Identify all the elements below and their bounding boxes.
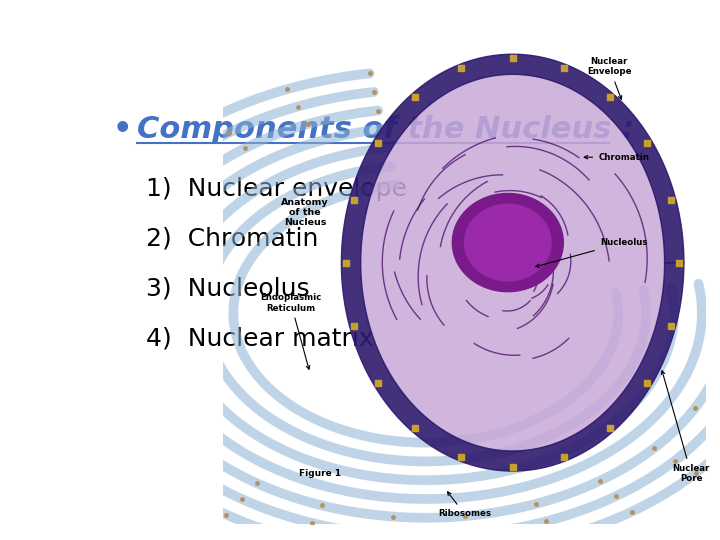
Polygon shape	[464, 204, 551, 281]
Text: 2)  Chromatin: 2) Chromatin	[145, 227, 318, 251]
Text: Endoplasmic
Reticulum: Endoplasmic Reticulum	[260, 293, 321, 369]
Text: •: •	[112, 114, 132, 144]
Text: Nucleolus: Nucleolus	[536, 238, 647, 267]
Text: 3)  Nucleolus: 3) Nucleolus	[145, 277, 310, 301]
Text: Chromatin: Chromatin	[584, 153, 649, 161]
Text: Nuclear
Pore: Nuclear Pore	[662, 371, 710, 483]
Text: Nuclear
Envelope: Nuclear Envelope	[587, 57, 631, 99]
Text: Ribosomes: Ribosomes	[438, 492, 491, 518]
Text: 4)  Nuclear matrix: 4) Nuclear matrix	[145, 327, 374, 351]
Polygon shape	[452, 193, 563, 292]
Polygon shape	[341, 54, 684, 471]
Text: Components of the Nucleus :: Components of the Nucleus :	[138, 114, 635, 144]
Text: 1)  Nuclear envelope: 1) Nuclear envelope	[145, 177, 407, 201]
Text: Anatomy
of the
Nucleus: Anatomy of the Nucleus	[282, 198, 329, 227]
Polygon shape	[361, 75, 665, 451]
Text: Figure 1: Figure 1	[299, 469, 341, 478]
